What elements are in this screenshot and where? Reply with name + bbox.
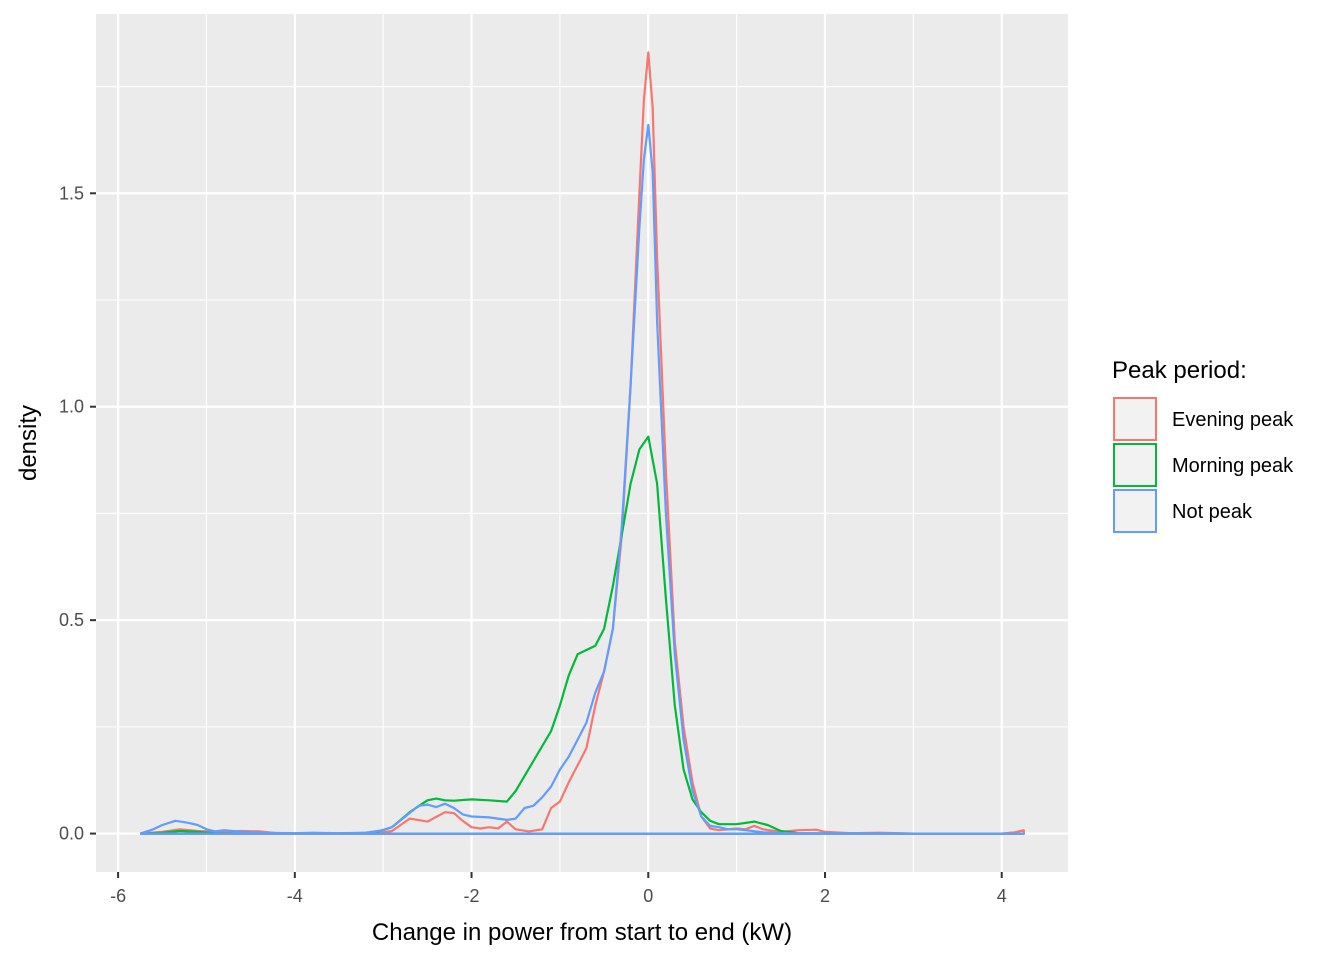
- major-gridlines: [96, 14, 1068, 872]
- density-line-not-peak: [139, 123, 1025, 835]
- y-tick-label: 0.5: [59, 610, 84, 630]
- legend-item: Evening peak: [1113, 397, 1294, 441]
- x-axis-title: Change in power from start to end (kW): [372, 919, 792, 946]
- legend-key: [1113, 489, 1157, 533]
- legend-item: Morning peak: [1113, 443, 1294, 487]
- x-tick-label: -4: [287, 886, 303, 906]
- y-axis-title: density: [15, 405, 42, 481]
- density-lines: [139, 51, 1025, 835]
- x-axis-ticks: -6 -4 -2 0 2 4: [110, 872, 1007, 906]
- x-tick-label: 0: [643, 886, 653, 906]
- y-tick-label: 0.0: [59, 824, 84, 844]
- legend-key: [1113, 397, 1157, 441]
- y-tick-label: 1.5: [59, 183, 84, 203]
- legend-item: Not peak: [1113, 489, 1253, 533]
- y-axis-ticks: 0.0 0.5 1.0 1.5: [59, 183, 96, 844]
- legend-key: [1113, 443, 1157, 487]
- y-tick-label: 1.0: [59, 397, 84, 417]
- minor-gridlines: [96, 14, 1068, 872]
- x-tick-label: -2: [464, 886, 480, 906]
- legend-label: Evening peak: [1172, 409, 1294, 431]
- x-tick-label: -6: [110, 886, 126, 906]
- legend: Peak period: Evening peak Morning peak Not…: [1112, 357, 1294, 533]
- x-tick-label: 2: [820, 886, 830, 906]
- legend-label: Not peak: [1172, 501, 1253, 523]
- panel-background: [96, 14, 1068, 872]
- legend-label: Morning peak: [1172, 455, 1294, 477]
- x-tick-label: 4: [997, 886, 1007, 906]
- legend-title: Peak period:: [1112, 357, 1247, 384]
